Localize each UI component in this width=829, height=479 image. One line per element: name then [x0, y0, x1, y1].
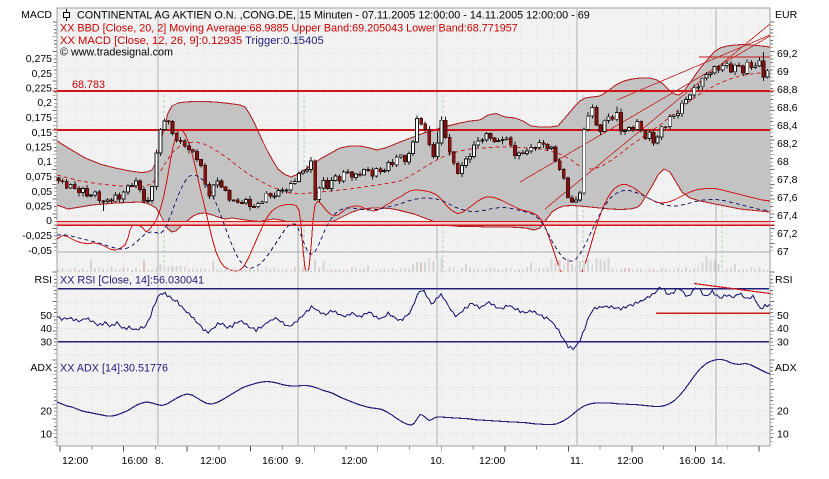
svg-text:67,6: 67,6 — [777, 192, 798, 204]
svg-text:10: 10 — [777, 429, 789, 441]
svg-text:© www.tradesignal.com: © www.tradesignal.com — [60, 47, 173, 59]
svg-text:EUR: EUR — [775, 9, 798, 21]
svg-text:30: 30 — [40, 336, 52, 348]
svg-text:14.: 14. — [711, 455, 726, 467]
svg-text:0,05: 0,05 — [32, 186, 53, 198]
svg-text:68.783: 68.783 — [72, 79, 105, 91]
svg-text:16:00: 16:00 — [262, 455, 288, 467]
svg-text:40: 40 — [777, 323, 789, 335]
svg-text:50: 50 — [777, 310, 789, 322]
svg-text:20: 20 — [777, 405, 789, 417]
svg-text:RSI: RSI — [34, 274, 52, 286]
svg-text:12:00: 12:00 — [617, 455, 643, 467]
svg-text:0,075: 0,075 — [26, 171, 52, 183]
svg-text:0,1: 0,1 — [37, 156, 52, 168]
svg-text:0,15: 0,15 — [32, 127, 53, 139]
svg-text:68,6: 68,6 — [777, 102, 798, 114]
svg-text:XX BBD [Close, 20, 2] Moving A: XX BBD [Close, 20, 2] Moving Average:68.… — [60, 23, 518, 35]
svg-text:10: 10 — [40, 429, 52, 441]
svg-text:68,4: 68,4 — [777, 120, 798, 132]
svg-text:-0,05: -0,05 — [28, 245, 52, 257]
svg-text:11.: 11. — [570, 455, 584, 467]
svg-text:67,2: 67,2 — [777, 228, 798, 240]
svg-text:MACD: MACD — [21, 9, 52, 21]
svg-text:0,125: 0,125 — [26, 142, 52, 154]
svg-text:12:00: 12:00 — [479, 455, 505, 467]
svg-text:XX ADX [14]:30.51776: XX ADX [14]:30.51776 — [60, 363, 168, 375]
svg-text:0,2: 0,2 — [37, 97, 52, 109]
svg-text:-0,025: -0,025 — [22, 230, 52, 242]
svg-text:16:00: 16:00 — [122, 455, 148, 467]
svg-text:0,225: 0,225 — [26, 83, 52, 95]
svg-text:XX MACD [Close, 12, 26, 9]:0.1: XX MACD [Close, 12, 26, 9]:0.12935 Trigg… — [60, 35, 324, 47]
svg-text:12:00: 12:00 — [62, 455, 88, 467]
svg-text:68,8: 68,8 — [777, 84, 798, 96]
svg-text:9.: 9. — [295, 455, 304, 467]
svg-text:67: 67 — [777, 246, 789, 258]
svg-text:0,25: 0,25 — [32, 68, 53, 80]
svg-text:50: 50 — [40, 310, 52, 322]
svg-text:69,2: 69,2 — [777, 48, 798, 60]
svg-text:12:00: 12:00 — [200, 455, 226, 467]
svg-text:40: 40 — [40, 323, 52, 335]
svg-text:ADX: ADX — [775, 362, 797, 374]
svg-text:68,2: 68,2 — [777, 138, 798, 150]
svg-text:69: 69 — [777, 66, 789, 78]
svg-text:10.: 10. — [430, 455, 445, 467]
svg-text:0: 0 — [46, 215, 52, 227]
svg-text:12:00: 12:00 — [341, 455, 367, 467]
svg-text:20: 20 — [40, 405, 52, 417]
svg-text:30: 30 — [777, 336, 789, 348]
svg-text:0,025: 0,025 — [26, 201, 52, 213]
svg-text:RSI: RSI — [775, 274, 793, 286]
svg-text:ADX: ADX — [30, 362, 52, 374]
svg-text:CONTINENTAL AG AKTIEN O.N. ,CO: CONTINENTAL AG AKTIEN O.N. ,CONG.DE, 15 … — [77, 10, 590, 22]
svg-text:XX RSI [Close, 14]:56.030041: XX RSI [Close, 14]:56.030041 — [60, 275, 204, 287]
svg-text:0,275: 0,275 — [26, 53, 52, 65]
svg-text:8.: 8. — [155, 455, 164, 467]
svg-text:0,175: 0,175 — [26, 112, 52, 124]
svg-text:68: 68 — [777, 156, 789, 168]
svg-text:16:00: 16:00 — [679, 455, 705, 467]
svg-text:67,4: 67,4 — [777, 210, 798, 222]
svg-text:67,8: 67,8 — [777, 174, 798, 186]
